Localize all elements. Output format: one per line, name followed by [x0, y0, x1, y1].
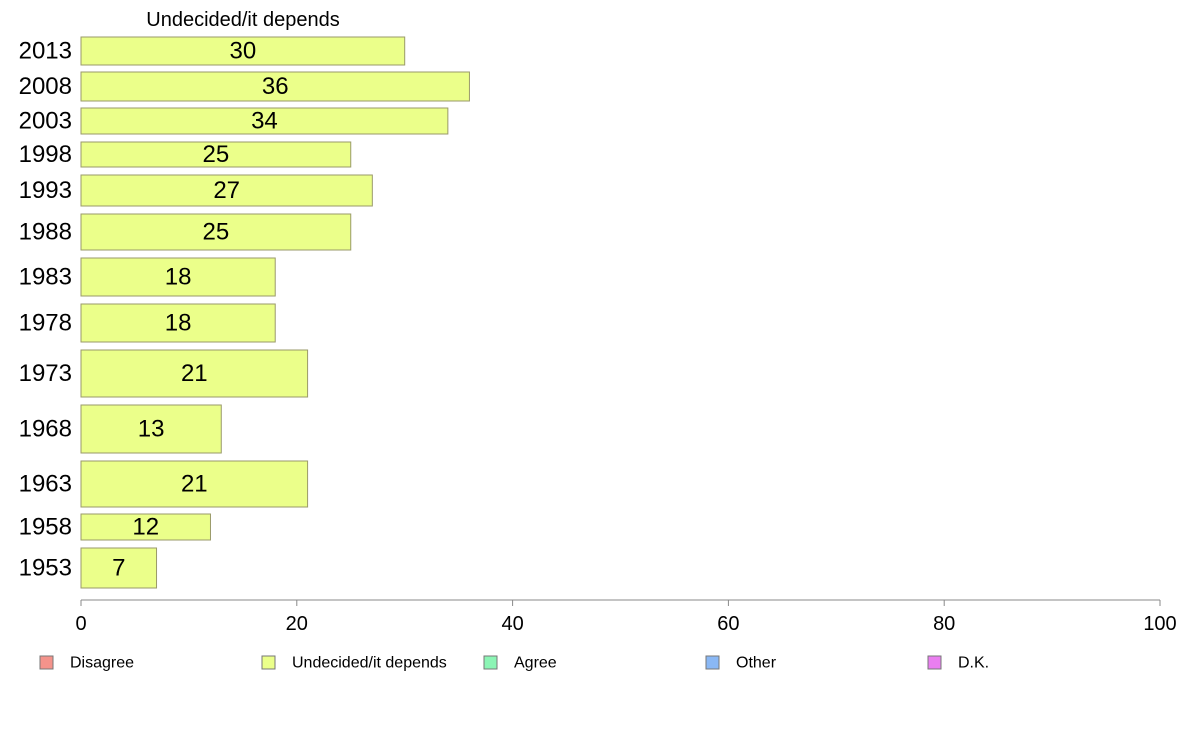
legend-swatch [39, 655, 54, 670]
category-label: 1978 [19, 310, 72, 337]
bar [80, 107, 449, 135]
category-label: 1968 [19, 416, 72, 443]
legend-label: Agree [514, 655, 557, 672]
bar [80, 174, 373, 207]
bar [80, 513, 211, 541]
category-label: 1973 [19, 360, 72, 387]
legend-swatch [261, 655, 276, 670]
category-label: 1983 [19, 264, 72, 291]
x-tick-label: 40 [501, 613, 523, 635]
legend-label: Other [736, 655, 777, 672]
bar [80, 36, 406, 66]
legend-swatch [927, 655, 942, 670]
legend-label: Undecided/it depends [292, 655, 447, 672]
value-label: 21 [181, 360, 208, 387]
bar [80, 547, 158, 589]
category-label: 2003 [19, 108, 72, 135]
value-label: 27 [213, 177, 240, 204]
x-tick-label: 20 [286, 613, 308, 635]
legend-swatch [705, 655, 720, 670]
value-label: 34 [251, 108, 278, 135]
category-label: 2013 [19, 38, 72, 65]
value-label: 12 [132, 514, 159, 541]
bar [80, 460, 309, 508]
category-label: 2008 [19, 73, 72, 100]
value-label: 36 [262, 73, 289, 100]
value-label: 25 [203, 141, 230, 168]
value-label: 25 [203, 219, 230, 246]
category-label: 1988 [19, 219, 72, 246]
bar [80, 257, 276, 297]
bar [80, 349, 309, 398]
bar [80, 71, 470, 102]
x-tick-label: 80 [933, 613, 955, 635]
value-label: 18 [165, 310, 192, 337]
legend-label: D.K. [958, 655, 989, 672]
legend-swatch [483, 655, 498, 670]
value-label: 30 [229, 38, 256, 65]
x-tick-label: 100 [1143, 613, 1176, 635]
category-label: 1958 [19, 514, 72, 541]
bar [80, 404, 222, 454]
x-tick-label: 0 [75, 613, 86, 635]
bar [80, 141, 352, 168]
bar [80, 303, 276, 343]
x-tick-label: 60 [717, 613, 739, 635]
category-label: 1998 [19, 141, 72, 168]
category-label: 1993 [19, 177, 72, 204]
value-label: 7 [112, 555, 125, 582]
legend-label: Disagree [70, 655, 134, 672]
value-label: 21 [181, 471, 208, 498]
category-label: 1953 [19, 555, 72, 582]
series-title: Undecided/it depends [146, 9, 339, 31]
bar [80, 213, 352, 251]
value-label: 18 [165, 264, 192, 291]
category-label: 1963 [19, 471, 72, 498]
value-label: 13 [138, 416, 165, 443]
